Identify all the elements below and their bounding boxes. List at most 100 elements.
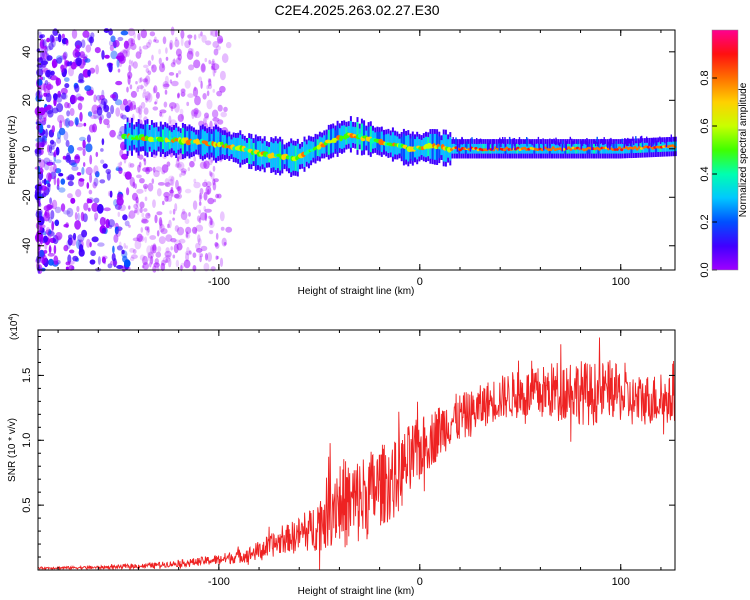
spectrogram-noise-blob [97, 256, 101, 265]
spectrogram-noise-blob [179, 153, 183, 160]
spectrogram-noise-blob [174, 102, 180, 113]
spectrogram-y-label: Frequency (Hz) [7, 116, 18, 185]
spectrogram-sparse-dot [125, 40, 129, 48]
ridge-spike [509, 137, 511, 145]
spectrogram-noise-blob [217, 193, 222, 199]
spectrogram-sparse-dot [138, 46, 142, 52]
spectrogram-sparse-dot [194, 228, 198, 235]
spectrogram-noise-blob [46, 37, 51, 43]
spectrogram-noise-blob [133, 203, 139, 209]
spectrogram-noise-blob [118, 166, 123, 174]
spectrogram-y-tick-label: -40 [21, 238, 33, 254]
spectrogram-noise-blob [158, 57, 162, 65]
spectrogram-noise-blob [181, 208, 186, 215]
spectrogram-noise-blob [139, 49, 143, 55]
spectrogram-noise-blob [49, 139, 55, 145]
ridge-spike [479, 138, 482, 143]
spectrogram-noise-blob [225, 41, 232, 49]
spectrogram-sparse-dot [144, 236, 147, 244]
spectrogram-noise-blob [101, 50, 105, 60]
spectrogram-noise-blob [77, 102, 83, 111]
spectrogram-noise-blob [180, 37, 184, 47]
spectrogram-noise-blob [207, 78, 212, 83]
spectrogram-noise-blob [118, 131, 123, 137]
spectrogram-noise-blob [158, 217, 163, 227]
spectrogram-noise-blob [84, 85, 92, 92]
spectrogram-noise-blob [39, 226, 43, 231]
spectrogram-noise-blob [101, 138, 105, 146]
spectrogram-noise-blob [198, 192, 202, 203]
colorbar-tick-label: 0.0 [699, 262, 711, 277]
spectrogram-sparse-dot [151, 178, 155, 184]
spectrogram-sparse-dot [206, 84, 209, 90]
ridge-spike [664, 138, 666, 144]
spectrogram-sparse-dot [117, 205, 121, 210]
spectrogram-noise-blob [205, 185, 212, 195]
spectrogram-sparse-dot [164, 89, 168, 95]
ridge-spike [587, 141, 589, 147]
spectrogram-noise-blob [175, 179, 179, 190]
spectrogram-noise-blob [76, 205, 80, 213]
spectrogram-noise-blob [219, 257, 224, 267]
spectrogram-sparse-dot [117, 211, 121, 217]
spectrogram-panel: -100 0 100 -40 -20 0 20 40 Height of straight … [7, 26, 677, 297]
spectrogram-noise-blob [204, 208, 212, 213]
spectrogram-noise-blob [58, 172, 64, 177]
spectrogram-noise-blob [213, 178, 219, 183]
spectrogram-noise-blob [89, 173, 93, 184]
spectrogram-noise-blob [220, 111, 227, 118]
spectrogram-noise-blob [129, 176, 135, 187]
spectrogram-noise-blob [115, 80, 123, 86]
spectrogram-noise-blob [72, 232, 77, 241]
ridge-spike [629, 139, 632, 146]
spectrogram-x-tick-label: 100 [612, 276, 630, 288]
spectrogram-noise-blob [82, 148, 86, 157]
spectrogram-noise-blob [204, 112, 209, 119]
ridge-core [567, 146, 571, 150]
spectrogram-sparse-dot [122, 145, 125, 151]
spectrogram-noise-blob [45, 227, 51, 233]
spectrogram-noise-blob [192, 226, 198, 234]
spectrogram-noise-blob [43, 250, 48, 254]
spectrogram-noise-blob [48, 42, 54, 51]
spectrogram-noise-blob [185, 233, 191, 239]
spectrogram-noise-blob [152, 106, 159, 111]
spectrogram-noise-blob [202, 181, 208, 188]
spectrogram-noise-blob [67, 193, 73, 199]
spectrogram-sparse-dot [215, 30, 218, 37]
spectrogram-noise-blob [51, 199, 58, 210]
spectrogram-noise-blob [45, 128, 48, 139]
spectrogram-noise-blob [177, 114, 184, 122]
snr-panel: -100 0 100 0.5 1.0 1.5 Height of straight li… [7, 313, 676, 597]
colorbar-tick-label: 0.8 [699, 70, 711, 85]
spectrogram-noise-blob [45, 92, 52, 103]
spectrogram-noise-blob [101, 227, 107, 234]
spectrogram-noise-blob [154, 258, 159, 265]
spectrogram-noise-blob [108, 28, 113, 36]
spectrogram-noise-blob [170, 62, 176, 68]
spectrogram-noise-blob [185, 252, 190, 262]
spectrogram-noise-blob [189, 160, 195, 168]
spectrogram-sparse-dot [193, 156, 196, 162]
spectrogram-noise-blob [43, 178, 47, 186]
spectrogram-noise-blob [36, 266, 42, 272]
spectrogram-noise-blob [54, 220, 59, 226]
spectrogram-noise-blob [64, 68, 68, 75]
spectrogram-noise-blob [115, 107, 121, 117]
spectrogram-noise-blob [65, 139, 70, 148]
spectrogram-noise-blob [211, 109, 219, 119]
spectrogram-noise-blob [56, 57, 63, 64]
spectrogram-noise-blob [63, 51, 68, 60]
ridge-spike [615, 141, 617, 149]
spectrogram-noise-blob [90, 115, 98, 119]
spectrogram-noise-blob [87, 111, 93, 117]
spectrogram-noise-blob [216, 35, 224, 44]
spectrogram-noise-blob [188, 39, 191, 46]
spectrogram-noise-blob [53, 163, 57, 173]
spectrogram-noise-blob [69, 60, 73, 66]
spectrogram-noise-blob [53, 244, 57, 255]
spectrogram-noise-blob [66, 207, 74, 218]
ridge-spike [652, 138, 654, 147]
spectrogram-noise-blob [67, 180, 74, 187]
spectrogram-noise-blob [110, 94, 117, 99]
